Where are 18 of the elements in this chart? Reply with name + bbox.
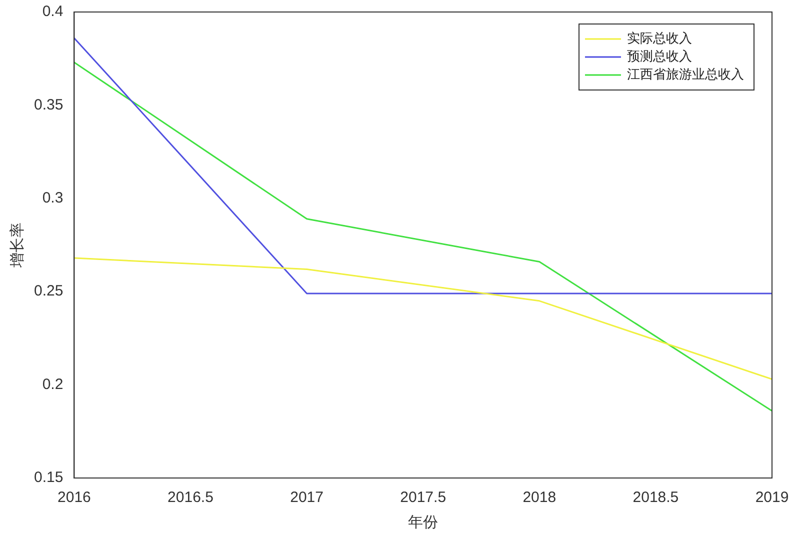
x-tick-label: 2016.5 (168, 489, 214, 506)
x-tick-label: 2018 (522, 489, 556, 506)
y-tick-label: 0.4 (42, 3, 64, 20)
x-tick-label: 2018.5 (632, 489, 679, 506)
x-tick-label: 2017 (290, 489, 324, 506)
y-tick-label: 0.35 (34, 96, 64, 114)
legend-label: 实际总收入 (627, 30, 692, 46)
x-tick-label: 2017.5 (400, 489, 446, 506)
x-tick-label: 2019 (755, 489, 789, 506)
y-tick-label: 0.3 (42, 190, 64, 207)
legend-label: 江西省旅游业总收入 (627, 66, 744, 82)
x-axis-title: 年份 (408, 514, 438, 532)
y-tick-label: 0.2 (42, 376, 64, 393)
y-tick-label: 0.15 (34, 469, 64, 486)
legend-label: 预测总收入 (627, 48, 692, 64)
x-tick-label: 2016 (58, 489, 91, 506)
y-axis-title: 增长率 (9, 222, 26, 268)
y-tick-label: 0.25 (34, 282, 64, 300)
